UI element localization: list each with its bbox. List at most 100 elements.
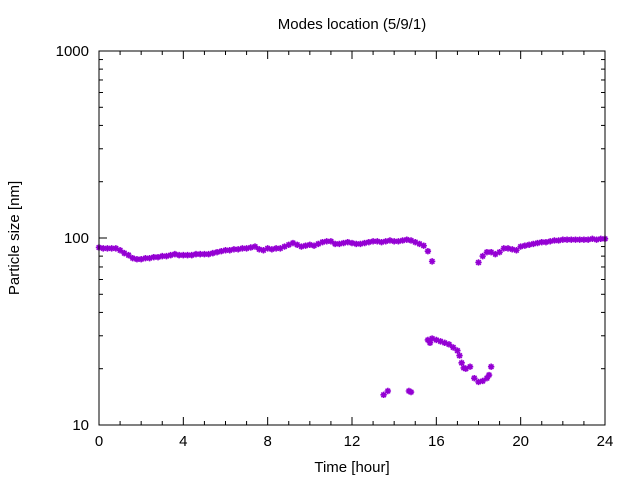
data-point <box>551 237 558 244</box>
y-tick-label: 100 <box>64 230 89 247</box>
data-point <box>513 247 520 254</box>
data-point <box>180 251 187 259</box>
data-point <box>479 252 486 260</box>
data-point <box>184 251 191 259</box>
data-point <box>441 339 448 347</box>
data-point <box>285 241 292 248</box>
data-point <box>277 245 284 252</box>
data-point <box>344 238 351 246</box>
axis-tick-labels: 0 4 8 12 16 20 24 10 100 1000 <box>56 43 614 450</box>
data-point <box>460 364 467 372</box>
x-tick-label: 8 <box>263 433 271 450</box>
data-point <box>209 249 217 257</box>
data-point <box>230 246 238 253</box>
data-point <box>525 241 533 248</box>
data-point <box>213 248 221 256</box>
data-point <box>445 341 453 348</box>
data-point <box>424 336 432 344</box>
data-point <box>310 242 318 249</box>
data-point <box>331 240 339 248</box>
data-point <box>218 247 225 255</box>
data-point <box>487 248 495 256</box>
data-point <box>433 336 440 344</box>
data-point <box>302 242 309 249</box>
data-point <box>530 240 537 248</box>
data-point <box>589 235 596 243</box>
y-tick-label: 10 <box>72 417 89 434</box>
data-point <box>521 242 529 249</box>
data-point <box>538 238 545 246</box>
data-point <box>319 238 326 246</box>
data-point <box>593 236 600 243</box>
data-point <box>437 338 444 345</box>
data-point <box>340 239 347 247</box>
data-point <box>205 250 212 258</box>
data-point <box>281 243 288 250</box>
data-point <box>546 238 554 245</box>
data-point <box>496 248 503 256</box>
data-point <box>390 238 398 245</box>
x-tick-label: 4 <box>179 433 187 450</box>
data-point <box>353 240 360 248</box>
x-tick-label: 16 <box>428 433 445 450</box>
data-point <box>222 247 229 254</box>
data-point <box>384 387 392 395</box>
data-point <box>584 236 592 243</box>
data-point <box>380 391 387 399</box>
data-point <box>572 236 579 243</box>
data-point <box>129 254 136 262</box>
data-point <box>188 251 195 259</box>
data-point <box>121 249 128 257</box>
data-point <box>104 245 111 252</box>
data-point <box>576 236 583 243</box>
data-point <box>492 250 499 258</box>
data-point <box>386 237 394 244</box>
data-point <box>260 247 267 254</box>
data-point <box>163 252 170 260</box>
data-point <box>555 237 562 244</box>
data-point <box>450 344 457 351</box>
data-point <box>456 352 463 359</box>
data-point <box>458 359 465 367</box>
data-point <box>264 245 271 252</box>
data-point <box>239 245 246 252</box>
x-tick-label: 24 <box>597 433 614 450</box>
data-point <box>133 256 141 263</box>
data-point <box>483 248 491 256</box>
data-point <box>154 253 162 261</box>
data-point <box>407 237 415 244</box>
data-point <box>509 246 516 253</box>
data-point <box>395 238 402 245</box>
data-point <box>426 339 434 347</box>
data-point <box>116 247 124 254</box>
data-point <box>542 238 550 246</box>
x-tick-label: 0 <box>95 433 103 450</box>
data-point <box>407 388 415 396</box>
data-points <box>95 235 609 399</box>
data-point <box>412 238 419 246</box>
plot-frame <box>98 50 606 426</box>
data-point <box>580 236 588 243</box>
data-point <box>365 238 373 246</box>
data-point <box>272 245 280 252</box>
data-point <box>483 374 491 382</box>
data-point <box>504 245 512 252</box>
data-point <box>251 243 259 250</box>
data-point <box>171 250 179 258</box>
axis-ticks <box>98 50 606 426</box>
data-point <box>462 365 470 372</box>
x-axis-label: Time [hour] <box>314 459 389 476</box>
data-point <box>563 236 571 243</box>
data-point <box>112 245 120 252</box>
data-point <box>428 335 436 342</box>
data-point <box>357 240 364 248</box>
data-point <box>517 243 524 250</box>
data-point <box>597 235 604 243</box>
data-point <box>201 250 208 258</box>
y-axis-label: Particle size [nm] <box>6 181 23 295</box>
data-point <box>416 240 423 248</box>
data-point <box>197 250 204 258</box>
data-point <box>175 251 183 259</box>
data-point <box>475 259 482 266</box>
